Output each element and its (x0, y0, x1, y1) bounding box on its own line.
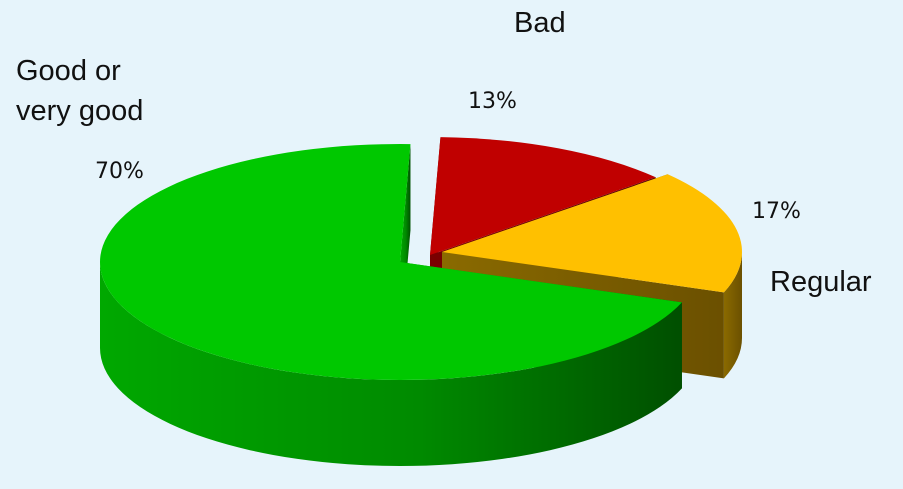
label-good-line-2: very good (16, 95, 144, 127)
pie-slice-wall-good-or-very-good (100, 262, 682, 466)
value-label-good-or-very-good: 70% (95, 159, 144, 184)
label-good-or-very-good: Good or very good (16, 51, 196, 131)
pie-slice-bad (430, 137, 656, 255)
label-regular: Regular (770, 266, 872, 298)
pie-slice-wall-regular (723, 252, 742, 379)
pie-slice-good-or-very-good (99, 144, 682, 380)
value-label-regular: 17% (752, 199, 801, 224)
value-label-bad: 13% (468, 89, 517, 114)
pie-slice-regular (442, 174, 743, 293)
label-bad: Bad (514, 7, 566, 39)
label-good-line-1: Good or (16, 55, 121, 87)
